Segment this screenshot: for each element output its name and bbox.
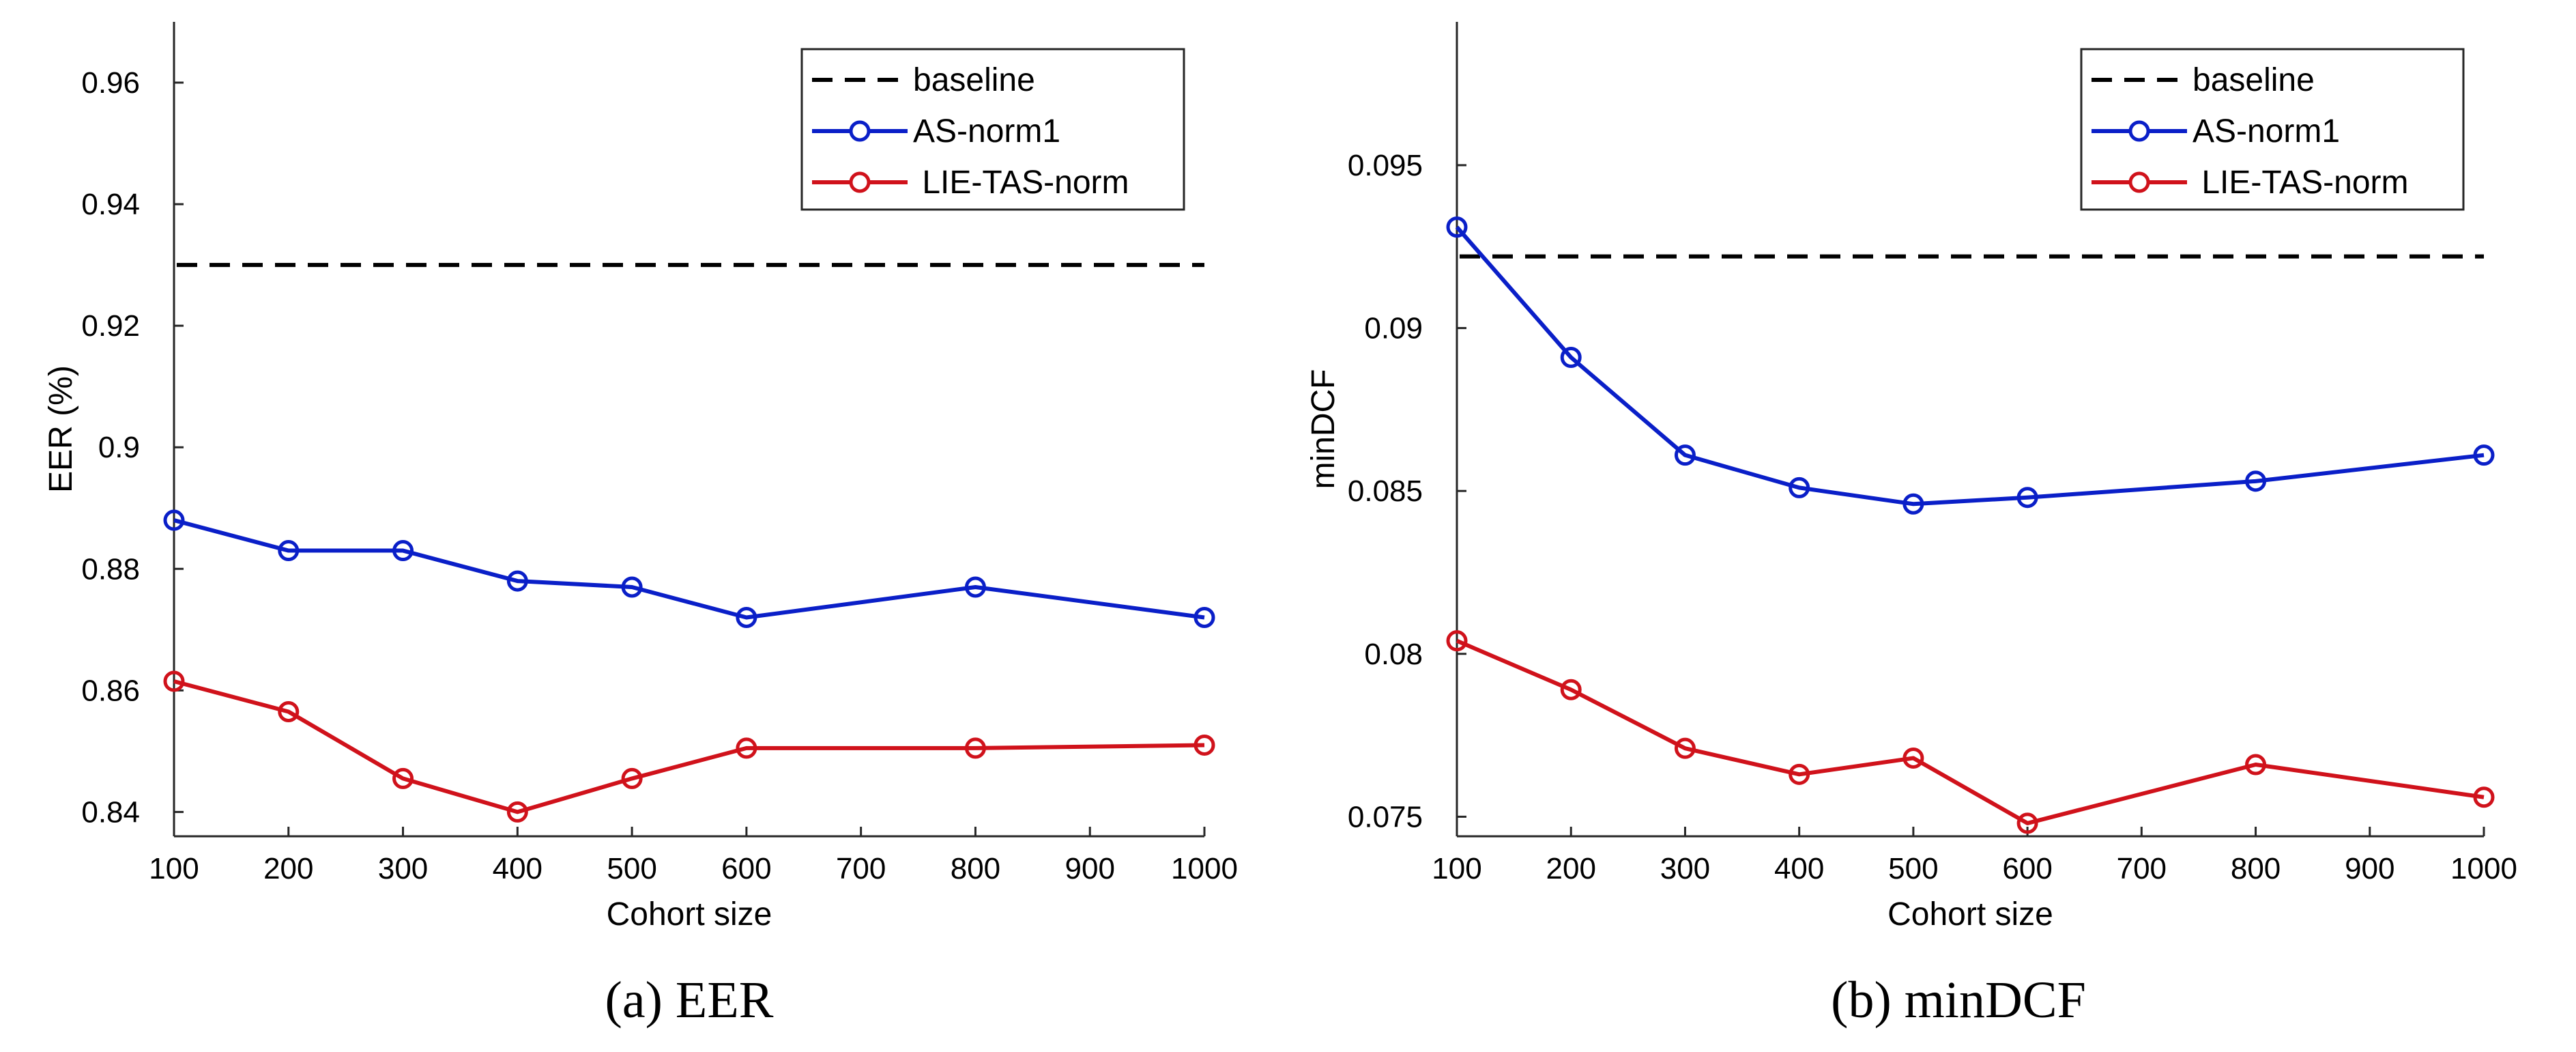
y-tick-label: 0.075 (1348, 800, 1423, 834)
chart-panel-1: 100 200 300 400 500 600 700 800 900 1000 0.84 0.86 0… (43, 22, 1238, 1029)
legend-label: LIE-TAS-norm (913, 165, 1129, 201)
y-tick-label: 0.88 (81, 552, 140, 586)
y-tick-label: 0.085 (1348, 474, 1423, 508)
data-point (1446, 630, 1468, 652)
x-tick-label: 600 (721, 852, 771, 885)
x-tick-label: 400 (1774, 852, 1824, 885)
x-tick-label: 200 (263, 852, 313, 885)
data-point (2245, 754, 2267, 776)
data-point (506, 570, 528, 592)
x-tick-label: 300 (378, 852, 428, 885)
series-line (173, 518, 1205, 620)
x-axis-label: Cohort size (1887, 896, 2053, 933)
data-point (621, 576, 643, 598)
x-tick-label: 900 (2345, 852, 2394, 885)
series-lie-tas-norm (163, 670, 1215, 823)
x-tick-label: 100 (149, 852, 199, 885)
x-tick-label: 900 (1065, 852, 1115, 885)
x-tick-label: 100 (1432, 852, 1481, 885)
data-point (2016, 487, 2038, 509)
x-tick-label: 400 (493, 852, 542, 885)
data-point (621, 767, 643, 789)
x-tick-label: 300 (1660, 852, 1710, 885)
data-point (1902, 747, 1924, 769)
data-point (163, 509, 185, 531)
x-tick-label: 1000 (1171, 852, 1238, 885)
x-tick-label: 200 (1546, 852, 1596, 885)
y-tick-label: 0.095 (1348, 149, 1423, 182)
data-point (1560, 679, 1582, 700)
legend-label: AS-norm1 (2193, 113, 2340, 150)
x-tick-label: 800 (951, 852, 1000, 885)
series-line (1455, 225, 2485, 507)
y-axis-label: EER (%) (43, 365, 79, 493)
data-point (278, 540, 300, 562)
data-point (1789, 763, 1810, 785)
chart-panel-2: 100 200 300 400 500 600 700 800 900 1000 0.075 0.08… (1305, 22, 2517, 1029)
series-line (173, 679, 1205, 814)
data-point (736, 606, 757, 628)
x-tick-label: 1000 (2450, 852, 2517, 885)
data-point (964, 576, 986, 598)
data-point (2016, 812, 2038, 834)
x-tick-label: 700 (2117, 852, 2167, 885)
data-point (506, 801, 528, 823)
data-point (1674, 444, 1696, 466)
x-tick-label: 800 (2231, 852, 2281, 885)
legend-marker (2128, 120, 2150, 142)
y-tick-label: 0.09 (1364, 312, 1423, 345)
data-point (163, 670, 185, 692)
legend-label: AS-norm1 (913, 113, 1060, 150)
data-point (736, 737, 757, 759)
y-tick-label: 0.94 (81, 188, 140, 221)
x-tick-label: 500 (607, 852, 656, 885)
x-tick-label: 700 (836, 852, 886, 885)
legend-label: baseline (2193, 62, 2315, 98)
figure-caption: (a) EER (605, 971, 774, 1029)
data-point (1674, 737, 1696, 759)
y-tick-label: 0.92 (81, 309, 140, 343)
data-point (2473, 786, 2495, 808)
data-point (964, 737, 986, 759)
legend-marker (2128, 171, 2150, 193)
x-tick-label: 600 (2002, 852, 2052, 885)
data-point (1560, 347, 1582, 369)
x-tick-label: 500 (1888, 852, 1938, 885)
legend-marker (849, 171, 871, 193)
legend-marker (849, 120, 871, 142)
series-as-norm1 (1446, 216, 2495, 515)
data-point (1193, 734, 1215, 756)
y-tick-label: 0.08 (1364, 638, 1423, 671)
data-point (392, 540, 414, 562)
y-tick-label: 0.84 (81, 795, 140, 829)
legend-label: baseline (913, 62, 1035, 98)
data-point (1902, 493, 1924, 515)
y-tick-label: 0.96 (81, 66, 140, 100)
y-tick-label: 0.9 (98, 431, 140, 464)
series-line (1456, 638, 2485, 825)
data-point (1446, 216, 1468, 238)
data-point (1193, 606, 1215, 628)
series-lie-tas-norm (1446, 630, 2495, 834)
x-axis-label: Cohort size (607, 896, 772, 933)
y-axis-label: minDCF (1305, 369, 1342, 489)
legend-label: LIE-TAS-norm (2193, 165, 2409, 201)
legend: baseline AS-norm1 LIE-TAS-norm (800, 48, 1185, 211)
figure-caption: (b) minDCF (1831, 971, 2086, 1029)
data-point (2473, 444, 2495, 466)
data-point (2245, 470, 2267, 492)
legend: baseline AS-norm1 LIE-TAS-norm (2080, 48, 2465, 211)
data-point (392, 767, 414, 789)
y-tick-label: 0.86 (81, 674, 140, 707)
data-point (278, 700, 300, 722)
series-as-norm1 (163, 509, 1215, 628)
data-point (1789, 477, 1810, 498)
